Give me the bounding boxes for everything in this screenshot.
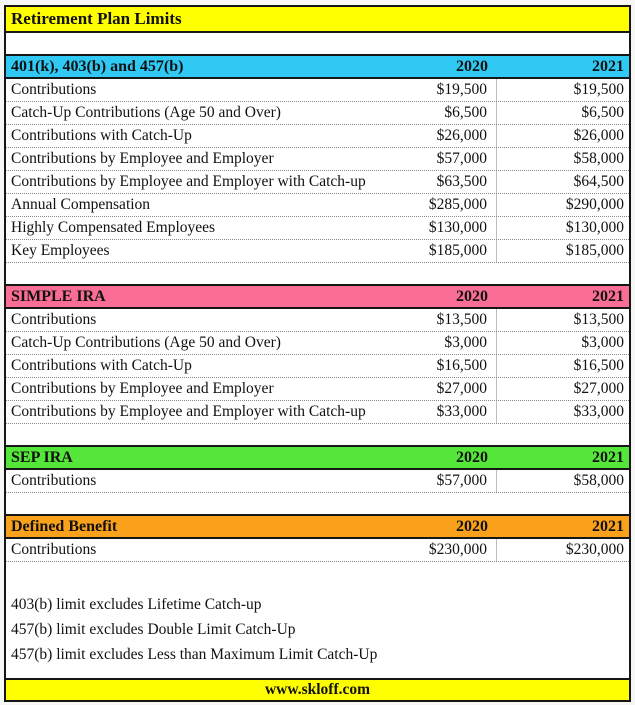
column-header-2021: 2021 (592, 288, 624, 305)
value-2021: $13,500 (573, 311, 624, 328)
column-header-2020: 2020 (456, 288, 488, 305)
note-line: 457(b) limit excludes Double Limit Catch… (11, 621, 296, 638)
section-title: 401(k), 403(b) and 457(b) (11, 58, 184, 75)
table-row: Contributions by Employee and Employer $5… (6, 148, 629, 171)
value-2020: $185,000 (385, 240, 497, 262)
section-rows: Contributions $13,500 $13,500 Catch-Up Cont… (6, 309, 629, 424)
value-2021: $230,000 (565, 541, 624, 558)
note-line: 403(b) limit excludes Lifetime Catch-up (11, 596, 262, 613)
row-label: Contributions by Employee and Employer (11, 380, 274, 397)
value-2020: $57,000 (385, 470, 497, 492)
section-rows: Contributions $19,500 $19,500 Catch-Up Cont… (6, 79, 629, 263)
column-header-2020: 2020 (456, 58, 488, 75)
value-2020: $27,000 (385, 378, 497, 400)
section-header: Defined Benefit 2020 2021 (6, 516, 629, 539)
spacer-row (6, 263, 629, 286)
row-label: Contributions (11, 81, 97, 98)
section-rows: Contributions $57,000 $58,000 (6, 470, 629, 493)
value-2021: $58,000 (573, 150, 624, 167)
table-row: Annual Compensation $285,000 $290,000 (6, 194, 629, 217)
value-2021: $16,500 (573, 357, 624, 374)
table-row: Contributions by Employee and Employer $2… (6, 378, 629, 401)
value-2020: $230,000 (385, 539, 497, 561)
value-2021: $64,500 (573, 173, 624, 190)
table-row: Contributions $230,000 $230,000 (6, 539, 629, 562)
table-row: Contributions with Catch-Up $26,000 $26,00… (6, 125, 629, 148)
column-header-2021: 2021 (592, 518, 624, 535)
value-2021: $27,000 (573, 380, 624, 397)
value-2021: $58,000 (573, 472, 624, 489)
section-rows: Contributions $230,000 $230,000 (6, 539, 629, 562)
column-header-2021: 2021 (592, 58, 624, 75)
table-row: Highly Compensated Employees $130,000 $130… (6, 217, 629, 240)
value-2021: $19,500 (573, 81, 624, 98)
table-row: Catch-Up Contributions (Age 50 and Over)… (6, 102, 629, 125)
value-2021: $3,000 (581, 334, 624, 351)
table-row: Contributions $13,500 $13,500 (6, 309, 629, 332)
value-2020: $33,000 (385, 401, 497, 423)
value-2021: $6,500 (581, 104, 624, 121)
spacer-row (6, 493, 629, 516)
row-label: Contributions by Employee and Employer (11, 150, 274, 167)
value-2021: $290,000 (565, 196, 624, 213)
row-label: Contributions by Employee and Employer w… (11, 173, 366, 190)
value-2020: $285,000 (385, 194, 497, 216)
table-row: Contributions by Employee and Employer w… (6, 171, 629, 194)
value-2020: $57,000 (385, 148, 497, 170)
table-row: Contributions $57,000 $58,000 (6, 470, 629, 493)
page-title: Retirement Plan Limits (6, 7, 629, 33)
row-label: Annual Compensation (11, 196, 151, 213)
value-2020: $63,500 (385, 171, 497, 193)
row-label: Contributions (11, 541, 97, 558)
website-link[interactable]: www.skloff.com (6, 678, 629, 700)
row-label: Catch-Up Contributions (Age 50 and Over) (11, 334, 281, 351)
value-2020: $26,000 (385, 125, 497, 147)
value-2021: $130,000 (565, 219, 624, 236)
section-title: SEP IRA (11, 449, 73, 466)
section-header: 401(k), 403(b) and 457(b) 2020 2021 (6, 56, 629, 79)
spacer-row (6, 33, 629, 56)
section-title: SIMPLE IRA (11, 288, 106, 305)
value-2021: $33,000 (573, 403, 624, 420)
row-label: Contributions by Employee and Employer w… (11, 403, 366, 420)
row-label: Contributions with Catch-Up (11, 357, 192, 374)
row-label: Contributions (11, 472, 97, 489)
retirement-limits-table: Retirement Plan Limits 401(k), 403(b) an… (4, 5, 631, 702)
table-row: Contributions with Catch-Up $16,500 $16,50… (6, 355, 629, 378)
row-label: Key Employees (11, 242, 110, 259)
row-label: Highly Compensated Employees (11, 219, 216, 236)
value-2020: $6,500 (385, 102, 497, 124)
column-header-2021: 2021 (592, 449, 624, 466)
section-title: Defined Benefit (11, 518, 118, 535)
value-2020: $16,500 (385, 355, 497, 377)
table-row: Contributions $19,500 $19,500 (6, 79, 629, 102)
spacer-row (6, 424, 629, 447)
row-label: Contributions with Catch-Up (11, 127, 192, 144)
table-row: Contributions by Employee and Employer w… (6, 401, 629, 424)
table-row: Key Employees $185,000 $185,000 (6, 240, 629, 263)
value-2020: $13,500 (385, 309, 497, 331)
footnotes: 403(b) limit excludes Lifetime Catch-up 4… (6, 562, 629, 678)
column-header-2020: 2020 (456, 518, 488, 535)
column-header-2020: 2020 (456, 449, 488, 466)
section-header: SEP IRA 2020 2021 (6, 447, 629, 470)
value-2021: $185,000 (565, 242, 624, 259)
value-2020: $130,000 (385, 217, 497, 239)
row-label: Catch-Up Contributions (Age 50 and Over) (11, 104, 281, 121)
note-line: 457(b) limit excludes Less than Maximum … (11, 646, 378, 663)
value-2021: $26,000 (573, 127, 624, 144)
value-2020: $3,000 (385, 332, 497, 354)
sections-container: 401(k), 403(b) and 457(b) 2020 2021 Cont… (6, 33, 629, 562)
table-row: Catch-Up Contributions (Age 50 and Over)… (6, 332, 629, 355)
value-2020: $19,500 (385, 79, 497, 101)
section-header: SIMPLE IRA 2020 2021 (6, 286, 629, 309)
row-label: Contributions (11, 311, 97, 328)
